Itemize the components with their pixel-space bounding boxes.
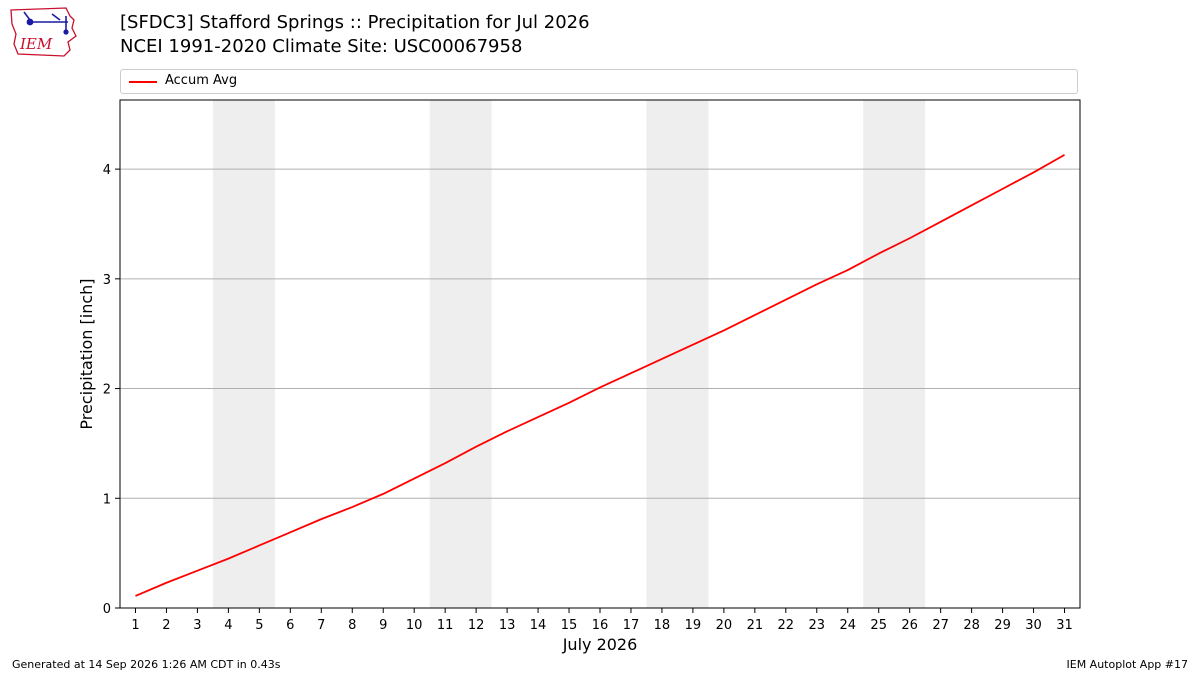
legend-label-accum-avg: Accum Avg [165,73,238,88]
x-tick-label-17: 17 [623,618,640,633]
x-tick-label-3: 3 [193,618,201,633]
x-tick-label-22: 22 [778,618,795,633]
x-tick-label-30: 30 [1025,618,1042,633]
y-axis-label: Precipitation [inch] [77,278,96,429]
x-tick-label-19: 19 [685,618,702,633]
x-tick-label-31: 31 [1056,618,1073,633]
x-tick-label-27: 27 [932,618,949,633]
x-tick-label-2: 2 [162,618,170,633]
weather-station-icon [23,11,69,35]
x-tick-label-10: 10 [406,618,423,633]
y-tick-label-3: 3 [103,273,111,288]
y-grid [120,168,1080,499]
x-tick-label-28: 28 [963,618,980,633]
weekend-band-4 [863,100,926,608]
y-axis: 0 1 2 3 4 [103,163,120,617]
x-tick-label-13: 13 [499,618,516,633]
x-tick-label-14: 14 [530,618,547,633]
weekend-band-2 [429,100,492,608]
x-tick-label-20: 20 [716,618,733,633]
legend-swatch-accum-avg [129,81,157,83]
x-tick-label-26: 26 [901,618,918,633]
x-axis: 1 2 3 4 5 6 7 8 9 10 11 12 13 14 15 16 17 18 19 20 21 22 23 24 2… [131,608,1073,633]
app-credit: IEM Autoplot App #17 [1066,658,1189,671]
x-tick-label-5: 5 [255,618,263,633]
x-tick-label-21: 21 [747,618,764,633]
chart-subtitle: NCEI 1991-2020 Climate Site: USC00067958 [120,36,523,57]
weekend-bands [212,100,926,608]
x-tick-label-25: 25 [870,618,887,633]
x-tick-label-29: 29 [994,618,1011,633]
generated-timestamp: Generated at 14 Sep 2026 1:26 AM CDT in … [12,658,281,671]
x-tick-label-18: 18 [654,618,671,633]
x-axis-label: July 2026 [562,635,638,654]
x-tick-label-9: 9 [379,618,387,633]
x-tick-label-12: 12 [468,618,485,633]
x-tick-label-16: 16 [592,618,609,633]
y-tick-label-1: 1 [103,492,111,507]
weekend-band-3 [646,100,709,608]
x-tick-label-1: 1 [131,618,139,633]
x-tick-label-24: 24 [839,618,856,633]
x-tick-label-8: 8 [348,618,356,633]
x-tick-label-6: 6 [286,618,294,633]
x-tick-label-15: 15 [561,618,578,633]
logo-text: IEM [19,35,53,53]
y-tick-label-4: 4 [103,163,111,178]
y-tick-label-2: 2 [103,383,111,398]
iem-logo: IEM [10,7,77,57]
x-tick-label-7: 7 [317,618,325,633]
x-tick-label-4: 4 [224,618,232,633]
y-tick-label-0: 0 [103,602,111,617]
x-tick-label-11: 11 [437,618,454,633]
weekend-band-1 [212,100,275,608]
series-line-accum-avg [135,154,1065,597]
chart-title: [SFDC3] Stafford Springs :: Precipitatio… [120,12,590,33]
x-tick-label-23: 23 [809,618,826,633]
legend: Accum Avg [120,69,1078,94]
series-layer [135,154,1065,597]
